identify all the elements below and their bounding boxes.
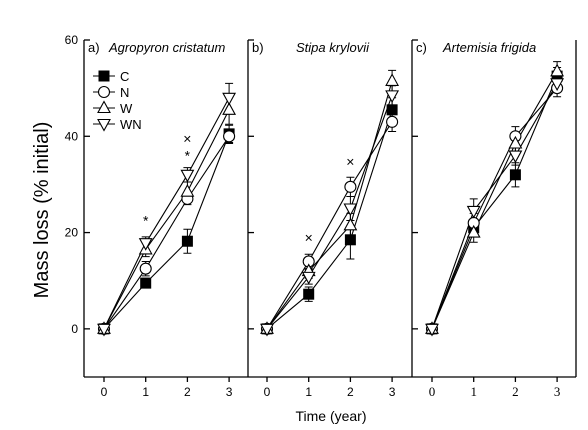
data-point-n xyxy=(223,130,236,143)
data-point-w xyxy=(550,63,565,77)
legend-label: W xyxy=(120,101,133,116)
legend-label: WN xyxy=(120,117,142,132)
y-axis-label: Mass loss (% initial) xyxy=(31,122,53,299)
data-point-c xyxy=(509,169,521,181)
x-tick-label: 2 xyxy=(184,385,191,399)
x-tick-label: 3 xyxy=(389,385,396,399)
panel-c: 0 1 2 3 c) Artemisia frigida xyxy=(411,39,577,399)
data-point-wn xyxy=(222,92,237,106)
data-point-wn xyxy=(550,78,565,91)
series-line-w xyxy=(431,71,558,330)
significance-annotation: * xyxy=(185,148,191,164)
data-point-w xyxy=(180,184,195,197)
data-point-w xyxy=(385,73,400,86)
data-point-wn xyxy=(466,205,481,219)
data-point-c xyxy=(181,235,193,247)
x-tick-label: 3 xyxy=(226,385,233,399)
panel-title: Artemisia frigida xyxy=(442,40,536,55)
series-line-c xyxy=(266,109,393,330)
data-point-w xyxy=(343,217,358,231)
x-tick-label: 1 xyxy=(305,385,312,399)
x-tick-label: 0 xyxy=(429,384,436,399)
data-point-n xyxy=(386,115,399,128)
data-point-wn xyxy=(343,203,358,217)
data-point-n xyxy=(139,262,152,275)
series-line-n xyxy=(266,121,393,330)
x-tick-label: 1 xyxy=(142,385,149,399)
significance-annotation: * xyxy=(143,213,149,229)
data-point-wn xyxy=(260,323,274,337)
data-point-wn xyxy=(385,90,400,104)
legend-marker-wn xyxy=(97,118,111,132)
x-tick-label: 2 xyxy=(347,385,354,399)
legend-marker-n xyxy=(97,85,111,99)
significance-annotation: × xyxy=(305,229,313,245)
y-tick-label: 40 xyxy=(65,129,79,143)
data-point-c xyxy=(344,234,356,246)
data-point-wn xyxy=(97,323,111,337)
legend-label: C xyxy=(120,69,129,84)
x-tick-label: 1 xyxy=(470,384,477,399)
y-tick-label: 20 xyxy=(65,226,79,240)
significance-annotation: × xyxy=(183,131,191,147)
y-tick-label: 0 xyxy=(71,322,78,336)
series-line-n xyxy=(431,87,558,330)
series-line-n xyxy=(103,135,230,330)
significance-annotation: × xyxy=(346,153,354,169)
data-point-wn xyxy=(180,169,195,183)
x-tick-label: 2 xyxy=(512,384,519,399)
x-tick-label: 0 xyxy=(264,385,271,399)
panel-title: Stipa krylovii xyxy=(296,40,370,55)
data-point-wn xyxy=(508,150,523,164)
data-point-wn xyxy=(138,238,153,251)
data-point-n xyxy=(344,180,357,193)
data-point-wn xyxy=(425,323,439,337)
panel-b: 0 1 2 3 b) Stipa krylovii × × xyxy=(247,39,412,399)
panel-label: b) xyxy=(252,40,264,55)
series-line-wn xyxy=(266,95,393,330)
panel-title: Agropyron cristatum xyxy=(108,40,225,55)
data-point-c xyxy=(386,104,398,116)
series-line-w xyxy=(103,109,230,330)
x-tick-label: 3 xyxy=(554,384,561,399)
panel-label: c) xyxy=(416,40,427,55)
y-tick-label: 60 xyxy=(65,33,79,47)
series-line-wn xyxy=(431,83,558,330)
x-axis-label: Time (year) xyxy=(295,408,366,424)
series-line-w xyxy=(266,80,393,330)
data-point-c xyxy=(140,277,152,289)
data-point-c xyxy=(303,288,315,300)
data-point-w xyxy=(222,102,237,115)
panel-label: a) xyxy=(88,40,100,55)
data-point-w xyxy=(508,135,523,149)
legend-marker-w xyxy=(97,100,111,114)
x-tick-label: 0 xyxy=(101,385,108,399)
data-point-w xyxy=(466,224,481,238)
series-line-c xyxy=(431,75,558,330)
legend-marker-c xyxy=(98,70,110,82)
data-point-wn xyxy=(301,271,316,285)
legend-label: N xyxy=(120,85,129,100)
series-line-wn xyxy=(103,97,230,330)
series-line-c xyxy=(103,133,230,330)
